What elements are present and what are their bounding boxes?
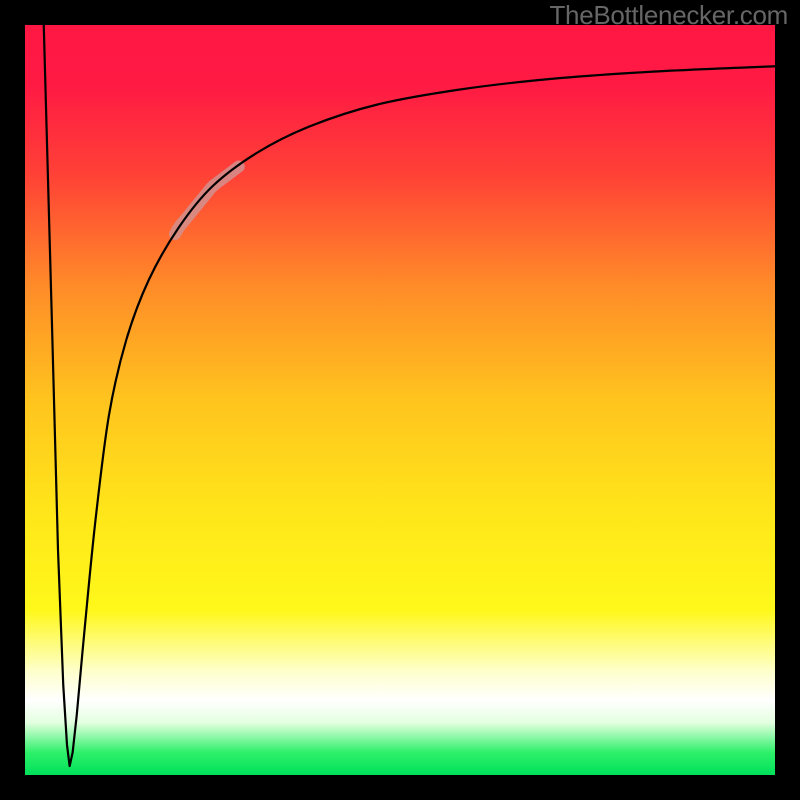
- chart-background: [25, 25, 775, 775]
- bottleneck-chart: [25, 25, 775, 775]
- chart-svg: [25, 25, 775, 775]
- watermark-text: TheBottlenecker.com: [549, 0, 788, 28]
